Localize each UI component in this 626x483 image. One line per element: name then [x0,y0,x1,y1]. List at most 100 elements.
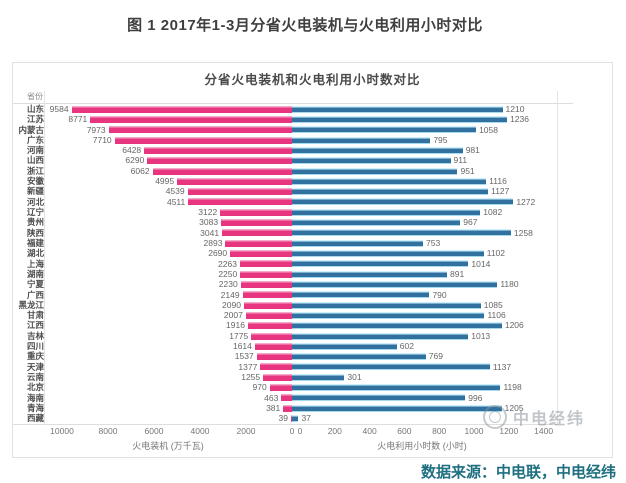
hours-value: 996 [468,392,483,403]
bar-row: 上海 2263 1014 [13,259,557,269]
bar-row: 宁夏 2230 1180 [13,279,557,289]
capacity-value: 2893 [203,237,223,248]
axis-titles: 火电装机 (万千瓦) 火电利用小时数 (小时) [13,438,573,452]
bar-row: 安徽 4995 1116 [13,176,557,186]
province-label: 河南 [26,145,44,156]
bar-row: 云南 1255 301 [13,372,557,382]
province-label: 河北 [26,196,44,207]
bar-row: 西藏 39 37 [13,413,557,423]
hours-bar [292,394,466,402]
capacity-bar [251,332,292,340]
bar-rows: 山东 9584 1210 江苏 8771 1236 内蒙古 7973 1058 广东 7710 795… [13,104,557,425]
hours-bar [292,229,511,237]
bar-row: 四川 1614 602 [13,341,557,351]
hours-bar [292,219,461,227]
hours-bar [292,115,508,123]
right-axis-tick: 1200 [499,425,519,436]
capacity-value: 970 [252,382,267,393]
hours-value: 981 [465,145,480,156]
capacity-value: 3083 [199,217,219,228]
bar-row: 福建 2893 753 [13,238,557,248]
province-label: 吉林 [26,330,44,341]
hours-value: 790 [432,289,447,300]
capacity-bar [240,270,292,278]
capacity-bar [187,188,292,196]
capacity-value: 8771 [68,114,88,125]
capacity-bar [283,404,292,412]
capacity-value: 2250 [218,268,238,279]
capacity-value: 2090 [222,299,241,310]
province-label: 宁夏 [26,279,44,290]
capacity-bar [188,198,292,206]
capacity-value: 2230 [218,279,238,290]
capacity-value: 1916 [226,320,245,331]
hours-value: 37 [301,413,311,424]
hours-value: 1014 [471,258,491,269]
capacity-bar [242,291,292,299]
left-axis-tick: 8000 [98,425,118,436]
capacity-bar [247,322,292,330]
province-label: 新疆 [26,186,44,197]
province-label: 浙江 [26,165,44,176]
hours-value: 602 [399,341,414,352]
hours-value: 1258 [513,227,533,238]
bar-row: 海南 463 996 [13,393,557,403]
column-header-province: 省份 [13,91,573,104]
label-column-separator [44,91,45,425]
right-axis-tick: 400 [362,425,377,436]
bar-row: 湖南 2250 891 [13,269,557,279]
hours-value: 795 [433,134,448,145]
hours-value: 1198 [503,382,522,393]
right-axis-tick: 0 [297,425,303,436]
hours-value: 1127 [491,186,510,197]
hours-bar [292,105,503,113]
province-label: 安徽 [26,176,44,187]
hours-bar [292,301,481,309]
province-label: 海南 [26,392,44,403]
hours-bar [292,136,431,144]
capacity-value: 9584 [49,103,69,114]
hours-value: 891 [450,268,465,279]
plot-right-border [557,91,558,425]
hours-bar [292,353,426,361]
province-label: 湖北 [26,248,44,259]
capacity-bar [90,115,292,123]
capacity-bar [144,146,292,154]
hours-value: 1180 [500,279,519,290]
hours-bar [292,198,514,206]
hours-bar [292,167,458,175]
hours-value: 1272 [516,196,536,207]
bar-row: 陕西 3041 1258 [13,228,557,238]
hours-value: 1106 [487,310,506,321]
capacity-value: 1614 [232,341,252,352]
bar-row: 广西 2149 790 [13,290,557,300]
capacity-value: 6428 [122,145,142,156]
bar-row: 山西 6290 911 [13,156,557,166]
capacity-bar [177,177,292,185]
capacity-value: 381 [266,402,281,413]
hours-bar [292,332,469,340]
capacity-bar [269,384,292,392]
hours-bar [292,280,498,288]
capacity-value: 6062 [130,165,150,176]
capacity-value: 7973 [86,124,106,135]
hours-value: 1116 [489,176,507,187]
capacity-value: 2149 [220,289,240,300]
bar-row: 黑龙江 2090 1085 [13,300,557,310]
hours-bar [292,322,502,330]
province-label: 江西 [26,320,44,331]
province-label: 四川 [26,341,44,352]
hours-bar [292,239,424,247]
hours-bar [292,342,397,350]
capacity-value: 1377 [238,361,258,372]
hours-value: 1205 [504,402,524,413]
hours-bar [292,188,489,196]
province-label: 福建 [26,237,44,248]
capacity-bar [260,363,292,371]
hours-bar [292,415,299,423]
right-axis-tick: 800 [432,425,447,436]
province-label: 辽宁 [26,207,44,218]
figure-title: 图 1 2017年1-3月分省火电装机与火电利用小时对比 [127,17,483,34]
province-label: 湖南 [26,268,44,279]
capacity-value: 3122 [198,207,218,218]
